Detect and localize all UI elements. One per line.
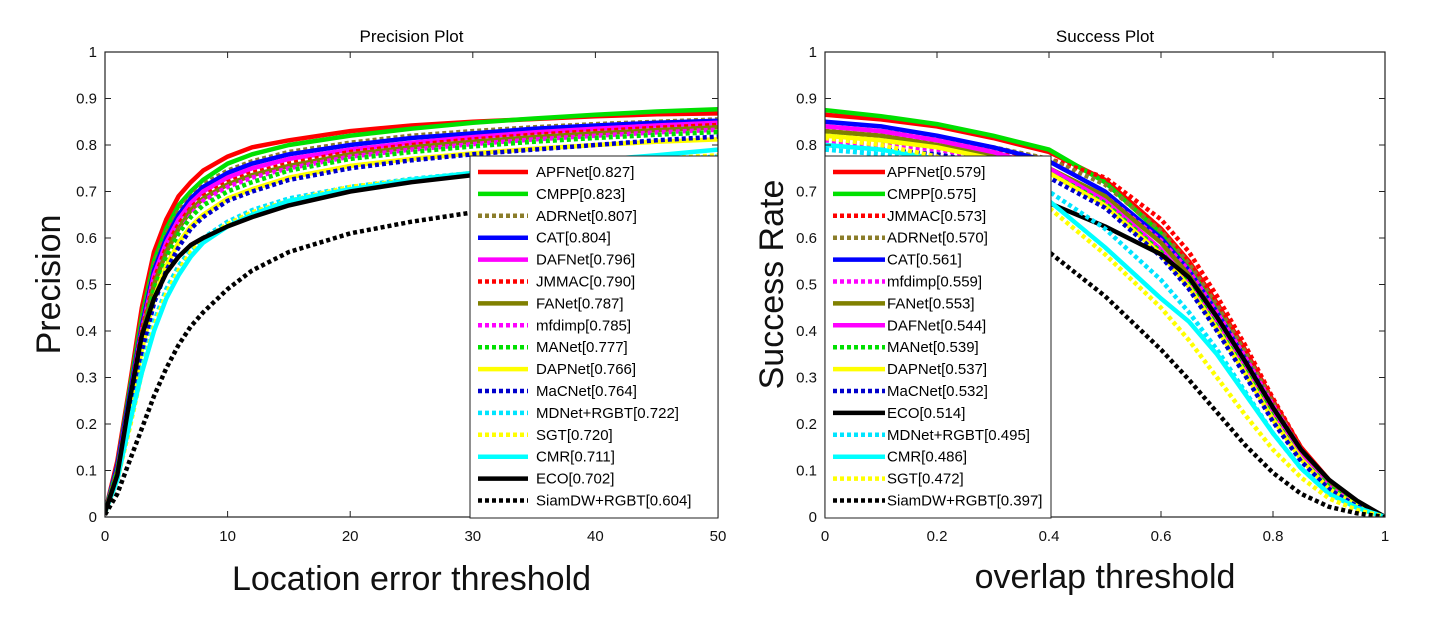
precision-legend-label-5: JMMAC[0.790] xyxy=(536,274,635,291)
precision-xtick-label-0: 0 xyxy=(101,528,109,545)
precision-ytick-label-9: 0.9 xyxy=(76,91,97,108)
success-chart: 0 0.1 0.2 0.3 0.4 0.5 0.6 0.7 0.8 0.9 1 0 0.2 0.4 0.6 0… xyxy=(753,27,1389,596)
precision-legend-label-10: MaCNet[0.764] xyxy=(536,383,637,400)
success-legend-label-1: CMPP[0.575] xyxy=(887,186,976,203)
precision-legend-label-1: CMPP[0.823] xyxy=(536,186,625,203)
success-ytick-label-5: 0.5 xyxy=(796,277,817,294)
precision-ytick-label-5: 0.5 xyxy=(76,277,97,294)
precision-legend-label-12: SGT[0.720] xyxy=(536,427,613,444)
precision-series-line-10 xyxy=(105,134,718,514)
precision-ytick-label-1: 0.1 xyxy=(76,463,97,480)
precision-legend-label-7: mfdimp[0.785] xyxy=(536,317,631,334)
precision-ytick-label-2: 0.2 xyxy=(76,416,97,433)
precision-legend-label-15: SiamDW+RGBT[0.604] xyxy=(536,493,691,510)
success-ytick-label-2: 0.2 xyxy=(796,416,817,433)
success-legend-label-7: DAFNet[0.544] xyxy=(887,317,986,334)
success-legend-label-15: SiamDW+RGBT[0.397] xyxy=(887,493,1042,510)
precision-ytick-label-6: 0.6 xyxy=(76,230,97,247)
success-legend-label-0: APFNet[0.579] xyxy=(887,164,985,181)
success-legend-label-9: DAPNet[0.537] xyxy=(887,361,987,378)
precision-xtick-label-1: 10 xyxy=(219,528,236,545)
precision-xtick-label-3: 30 xyxy=(464,528,481,545)
success-xtick-label-4: 0.8 xyxy=(1263,528,1284,545)
precision-legend-label-6: FANet[0.787] xyxy=(536,295,624,312)
precision-legend-label-8: MANet[0.777] xyxy=(536,339,628,356)
precision-legend-label-13: CMR[0.711] xyxy=(536,449,615,466)
precision-legend-label-2: ADRNet[0.807] xyxy=(536,208,637,225)
precision-xtick-label-5: 50 xyxy=(710,528,727,545)
precision-title: Precision Plot xyxy=(360,27,464,46)
success-ytick-label-9: 0.9 xyxy=(796,91,817,108)
success-legend-label-14: SGT[0.472] xyxy=(887,471,964,488)
success-legend-label-8: MANet[0.539] xyxy=(887,339,979,356)
success-legend-label-13: CMR[0.486] xyxy=(887,449,967,466)
precision-legend-label-0: APFNet[0.827] xyxy=(536,164,634,181)
success-xtick-label-3: 0.6 xyxy=(1151,528,1172,545)
success-ytick-label-10: 1 xyxy=(809,44,817,61)
success-xtick-label-0: 0 xyxy=(821,528,829,545)
success-xtick-label-5: 1 xyxy=(1381,528,1389,545)
success-ytick-label-1: 0.1 xyxy=(796,463,817,480)
success-ytick-label-7: 0.7 xyxy=(796,184,817,201)
success-series-line-10 xyxy=(825,142,1385,517)
precision-ylabel: Precision xyxy=(30,215,68,355)
precision-legend-label-3: CAT[0.804] xyxy=(536,230,611,247)
success-legend-label-11: ECO[0.514] xyxy=(887,405,965,422)
precision-legend-label-14: ECO[0.702] xyxy=(536,471,614,488)
precision-ytick-label-4: 0.4 xyxy=(76,323,97,340)
precision-legend-label-9: DAPNet[0.766] xyxy=(536,361,636,378)
precision-ytick-label-3: 0.3 xyxy=(76,370,97,387)
success-legend-label-2: JMMAC[0.573] xyxy=(887,208,986,225)
precision-xlabel: Location error threshold xyxy=(232,560,591,598)
success-ytick-label-4: 0.4 xyxy=(796,323,817,340)
success-title: Success Plot xyxy=(1056,27,1155,46)
success-ytick-label-3: 0.3 xyxy=(796,370,817,387)
precision-xtick-label-4: 40 xyxy=(587,528,604,545)
precision-ytick-label-10: 1 xyxy=(89,44,97,61)
success-legend-label-12: MDNet+RGBT[0.495] xyxy=(887,427,1030,444)
success-legend-label-6: FANet[0.553] xyxy=(887,295,975,312)
success-legend: APFNet[0.579] CMPP[0.575] JMMAC[0.573] ADRN… xyxy=(824,155,1052,519)
success-ytick-label-0: 0 xyxy=(809,509,817,526)
precision-chart: 00.10.20.30.40.50.60.70.80.910 10 20 30 40 50… xyxy=(30,27,726,598)
success-legend-label-4: CAT[0.561] xyxy=(887,252,962,269)
success-ytick-label-8: 0.8 xyxy=(796,137,817,154)
success-xtick-label-2: 0.4 xyxy=(1039,528,1060,545)
precision-ytick-label-0: 0 xyxy=(89,509,97,526)
success-ytick-label-6: 0.6 xyxy=(796,230,817,247)
success-xlabel: overlap threshold xyxy=(975,558,1236,596)
success-xtick-label-1: 0.2 xyxy=(927,528,948,545)
precision-legend-label-4: DAFNet[0.796] xyxy=(536,252,635,269)
precision-ytick-label-8: 0.8 xyxy=(76,137,97,154)
success-legend-label-10: MaCNet[0.532] xyxy=(887,383,988,400)
precision-legend: APFNet[0.827] CMPP[0.823] ADRNet[0.807] CAT… xyxy=(469,155,719,519)
success-legend-label-3: ADRNet[0.570] xyxy=(887,230,988,247)
success-legend-label-5: mfdimp[0.559] xyxy=(887,274,982,291)
success-ylabel: Success Rate xyxy=(753,180,791,390)
precision-xtick-label-2: 20 xyxy=(342,528,359,545)
precision-ytick-label-7: 0.7 xyxy=(76,184,97,201)
precision-legend-label-11: MDNet+RGBT[0.722] xyxy=(536,405,679,422)
